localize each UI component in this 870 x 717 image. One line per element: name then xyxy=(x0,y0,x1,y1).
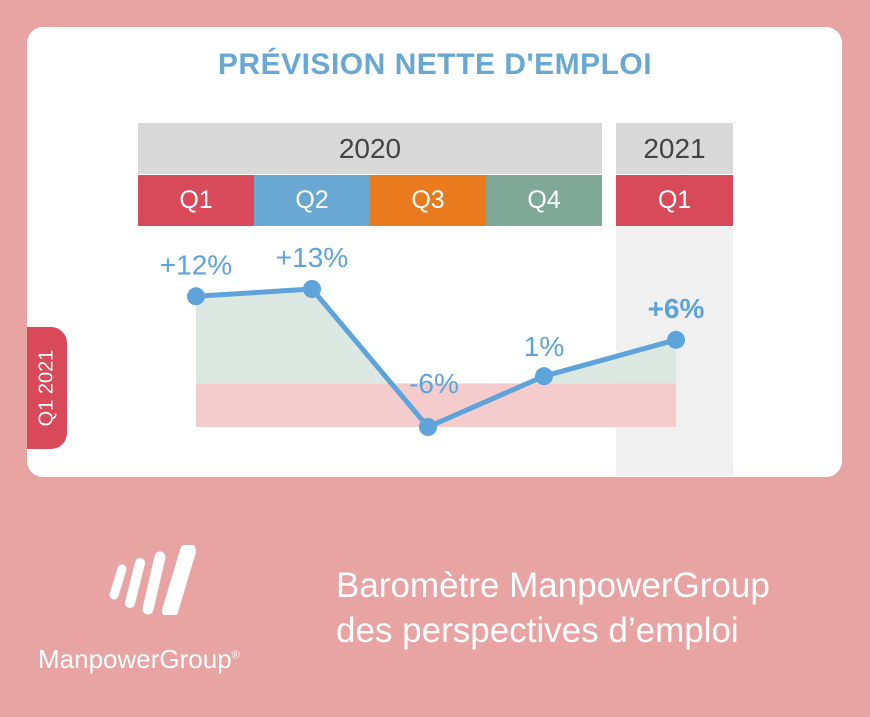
quarter-header-q1-2020: Q1 xyxy=(138,175,254,226)
quarter-header-q2-2020: Q2 xyxy=(254,175,370,226)
data-label: +6% xyxy=(648,293,705,324)
data-point xyxy=(535,367,553,386)
data-label: +13% xyxy=(276,242,348,273)
footer-title-line-1: Baromètre ManpowerGroup xyxy=(336,566,770,605)
registered-mark: ® xyxy=(231,649,240,662)
data-point xyxy=(667,330,685,349)
data-point xyxy=(419,418,437,436)
quarter-header-q4-2020: Q4 xyxy=(486,175,602,226)
data-point xyxy=(187,287,205,306)
quarter-header-q1-2021: Q1 xyxy=(616,175,733,226)
year-header-2020: 2020 xyxy=(138,123,602,174)
chart-title: PRÉVISION NETTE D'EMPLOI xyxy=(217,48,653,81)
logo-text: ManpowerGroup® xyxy=(38,644,240,675)
data-label: +12% xyxy=(160,249,232,280)
side-label: Q1 2021 xyxy=(35,349,58,427)
data-label: 1% xyxy=(524,331,564,362)
side-tab xyxy=(27,327,67,449)
logo-name: ManpowerGroup xyxy=(38,644,232,674)
year-header-2021: 2021 xyxy=(616,123,733,174)
quarter-header-q3-2020: Q3 xyxy=(370,175,486,226)
negative-band xyxy=(196,383,676,427)
positive-area xyxy=(196,289,676,384)
footer-title: Baromètre ManpowerGroup des perspectives… xyxy=(336,563,770,653)
data-label: -6% xyxy=(409,368,459,399)
footer-title-line-2: des perspectives d’emploi xyxy=(336,611,739,650)
manpower-logo-icon xyxy=(109,545,196,615)
data-point xyxy=(303,280,321,298)
